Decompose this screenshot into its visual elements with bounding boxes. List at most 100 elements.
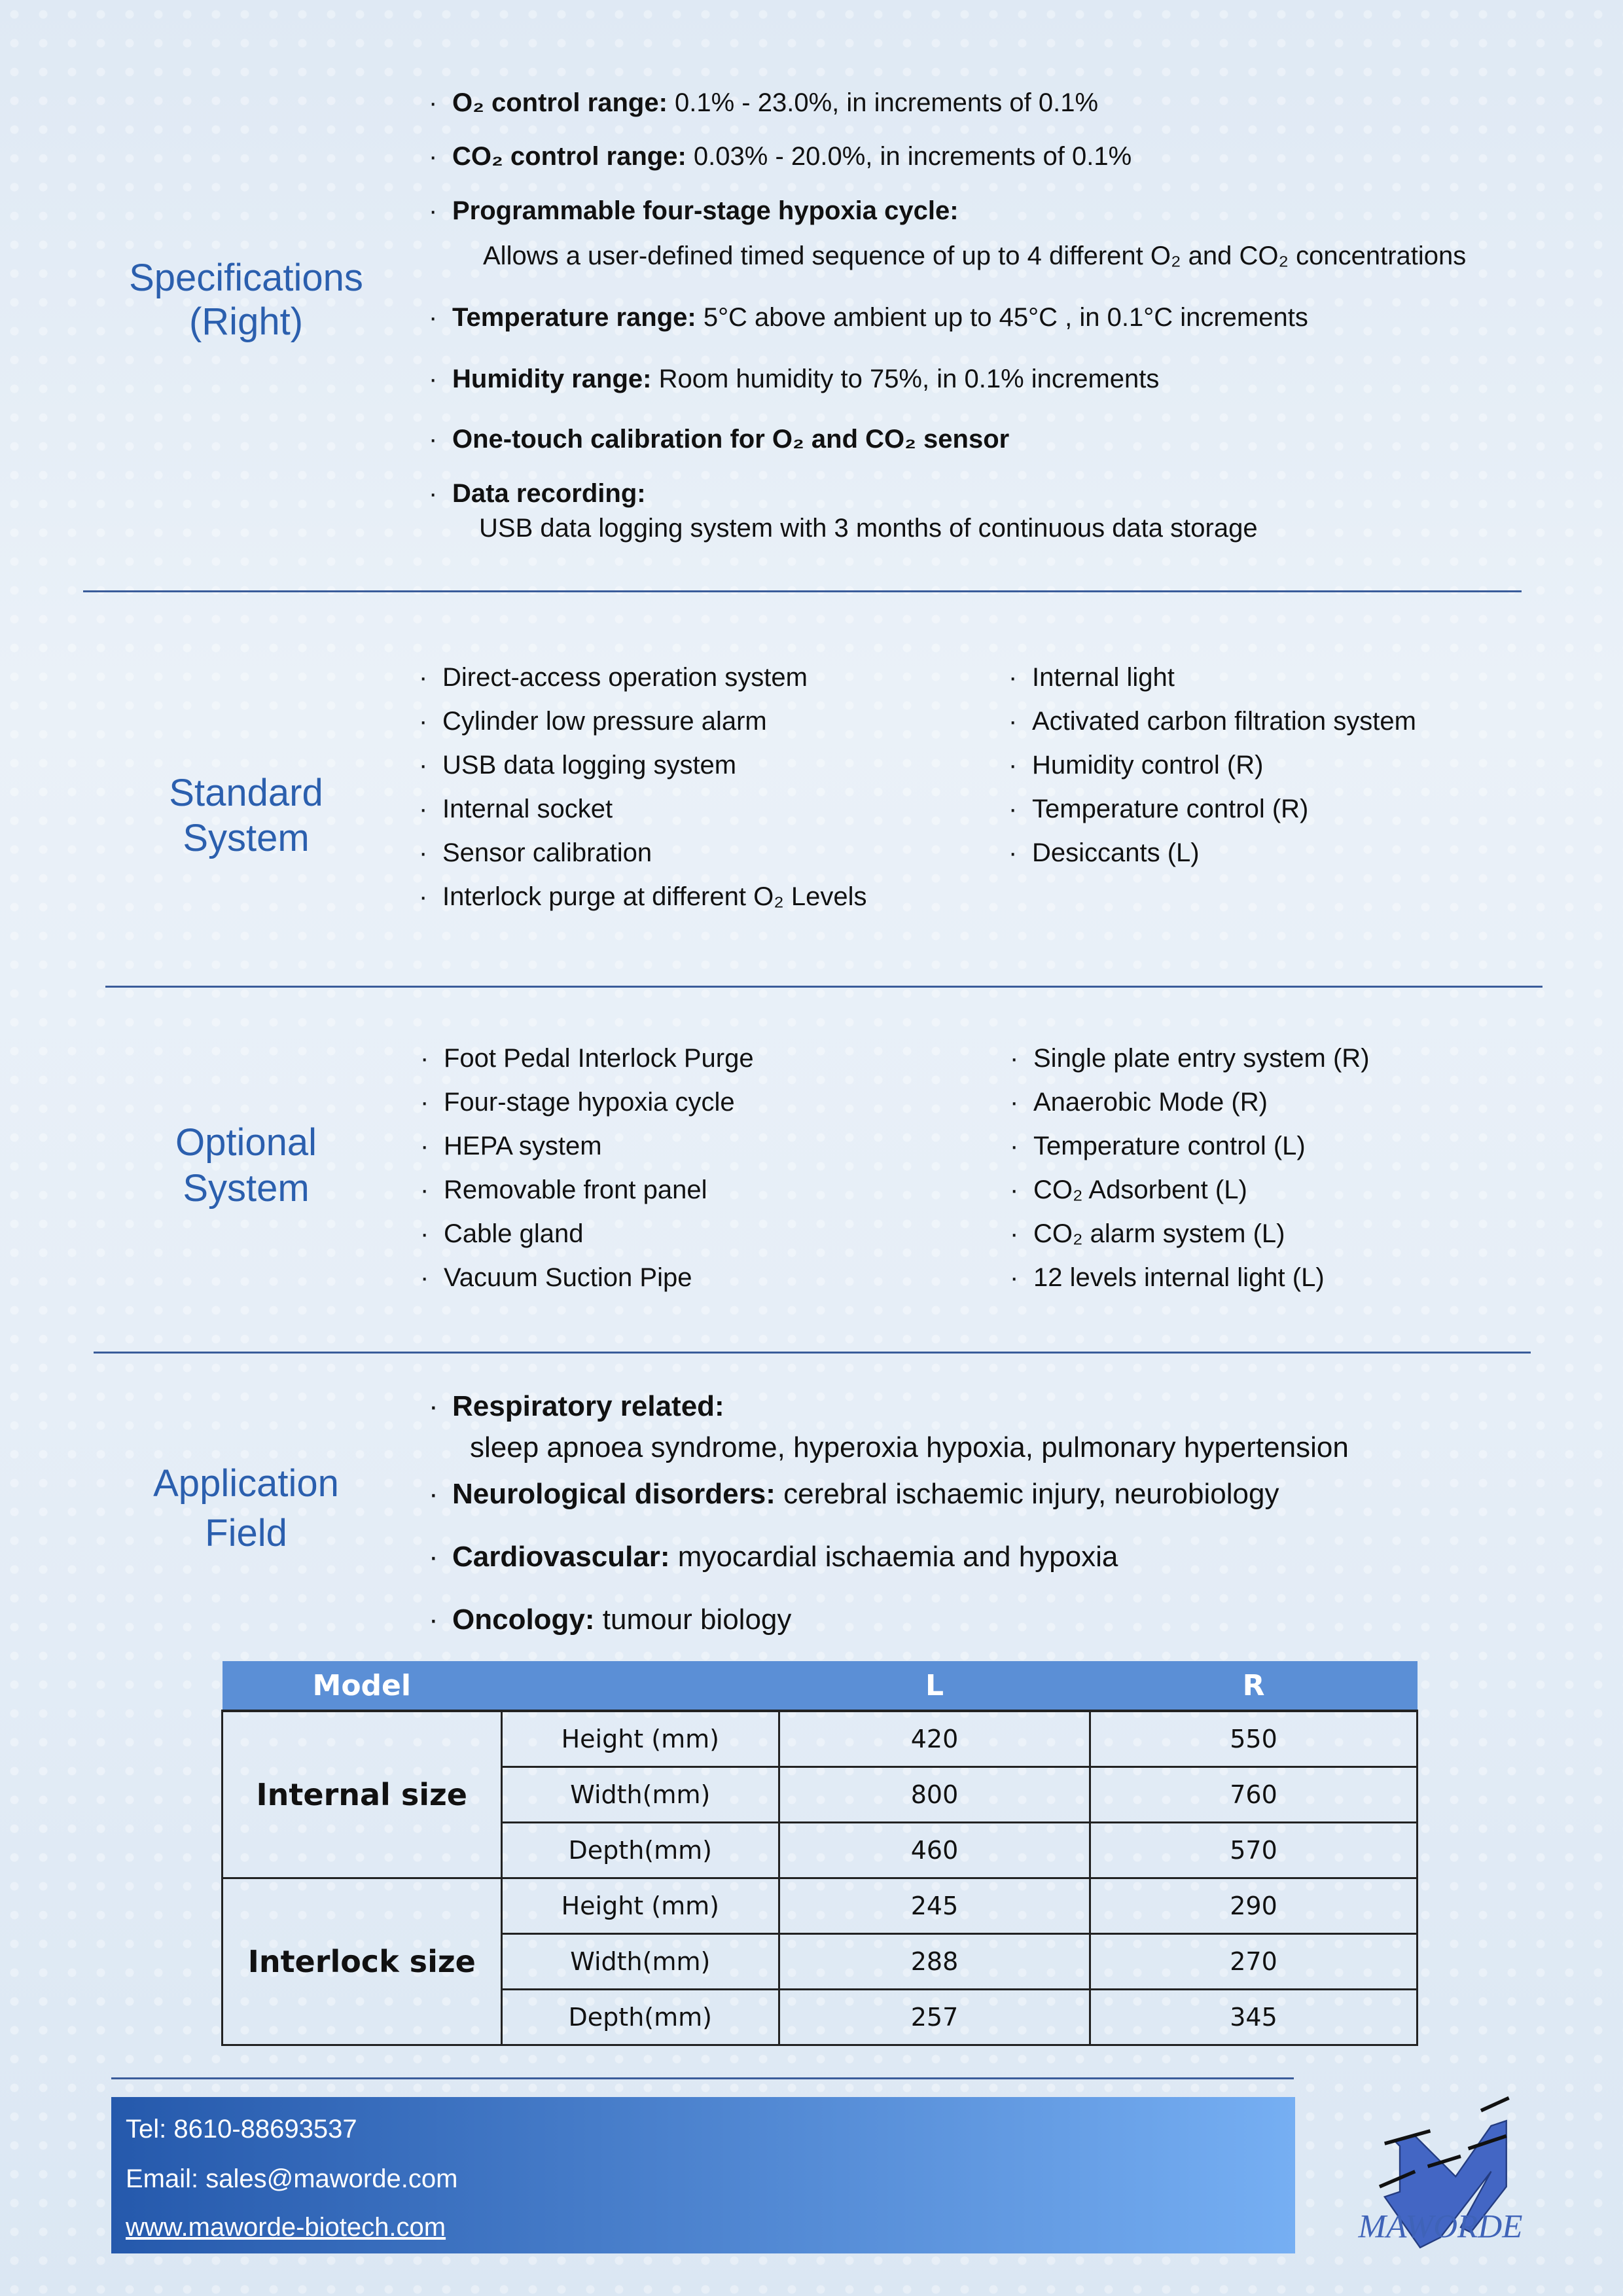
bullet-icon: · xyxy=(429,365,438,393)
bullet-icon: · xyxy=(420,1175,429,1204)
table-cell: Width(mm) xyxy=(500,1932,781,1990)
table-cell: 570 xyxy=(1089,1821,1418,1879)
bullet-icon: · xyxy=(1010,1263,1019,1292)
item-text: 5°C above ambient up to 45°C , in 0.1°C … xyxy=(696,303,1308,332)
bullet-icon: · xyxy=(420,1263,429,1292)
list-item: · Data recording: xyxy=(429,478,646,509)
table-cell: 257 xyxy=(778,1988,1092,2046)
bullet-icon: · xyxy=(1008,751,1018,780)
bullet-icon: · xyxy=(429,142,438,171)
list-item: · Humidity control (R) xyxy=(1008,749,1263,781)
logo-text: MAWORDE xyxy=(1358,2208,1523,2246)
list-item: · 12 levels internal light (L) xyxy=(1010,1262,1325,1293)
item-text: Internal socket xyxy=(442,795,613,823)
bullet-icon: · xyxy=(429,88,438,117)
item-label: Oncology: xyxy=(452,1604,595,1636)
bullet-icon: · xyxy=(429,479,438,508)
list-item: · Cable gland xyxy=(420,1218,584,1249)
section-label: Optional xyxy=(175,1121,317,1164)
bullet-icon: · xyxy=(419,882,428,911)
bullet-icon: · xyxy=(429,425,438,454)
list-item: · Cardiovascular: myocardial ischaemia an… xyxy=(429,1541,1118,1573)
list-item: · Internal light xyxy=(1008,662,1175,693)
table-cell: 760 xyxy=(1089,1765,1418,1823)
bullet-icon: · xyxy=(429,1604,438,1636)
list-item: · One-touch calibration for O₂ and CO₂ se… xyxy=(429,423,1009,455)
section-label: System xyxy=(183,817,310,859)
list-item: · Programmable four-stage hypoxia cycle: xyxy=(429,195,959,226)
group-label: Interlock size xyxy=(221,1876,503,2046)
column-header: L xyxy=(779,1661,1090,1712)
item-text: 0.1% - 23.0%, in increments of 0.1% xyxy=(667,88,1099,117)
bullet-icon: · xyxy=(1010,1044,1019,1073)
table-cell: 460 xyxy=(778,1821,1092,1879)
section-label: Specifications xyxy=(129,257,363,299)
table-cell: 420 xyxy=(778,1710,1092,1768)
list-item: · USB data logging system xyxy=(419,749,736,781)
model-size-table: Model L R Internal size Height (mm) 420 550 Wid… xyxy=(221,1661,1418,2046)
list-item: · Sensor calibration xyxy=(419,837,652,869)
item-label: One-touch calibration for O₂ and CO₂ sen… xyxy=(452,425,1010,454)
item-text: cerebral ischaemic injury, neurobiology xyxy=(775,1478,1279,1510)
bullet-icon: · xyxy=(419,663,428,692)
list-item: · Foot Pedal Interlock Purge xyxy=(420,1043,754,1074)
list-item: · CO₂ alarm system (L) xyxy=(1010,1218,1285,1249)
list-item: · CO₂ control range: 0.03% - 20.0%, in in… xyxy=(429,141,1132,172)
bullet-icon: · xyxy=(419,838,428,867)
table-cell: Height (mm) xyxy=(500,1710,781,1768)
bullet-icon: · xyxy=(429,1541,438,1573)
item-text: CO₂ alarm system (L) xyxy=(1033,1219,1285,1248)
column-header xyxy=(501,1661,779,1712)
table-row: Depth(mm) 257 345 xyxy=(223,1988,1418,2046)
list-item: · Desiccants (L) xyxy=(1008,837,1200,869)
item-text: tumour biology xyxy=(594,1604,792,1636)
item-text: Humidity control (R) xyxy=(1032,751,1264,780)
item-label: Cardiovascular: xyxy=(452,1541,670,1573)
item-detail: Allows a user-defined timed sequence of … xyxy=(483,242,1467,270)
bullet-icon: · xyxy=(1008,838,1018,867)
bullet-icon: · xyxy=(429,1390,438,1422)
bullet-icon: · xyxy=(1008,707,1018,736)
item-detail: sleep apnoea syndrome, hyperoxia hypoxia… xyxy=(470,1431,1349,1463)
table-header-row: Model L R xyxy=(222,1661,1418,1712)
list-item: · Vacuum Suction Pipe xyxy=(420,1262,692,1293)
item-text: Interlock purge at different O₂ Levels xyxy=(442,882,867,911)
item-text: Temperature control (R) xyxy=(1032,795,1309,823)
item-text: Single plate entry system (R) xyxy=(1033,1044,1370,1073)
table-cell: 288 xyxy=(778,1932,1092,1990)
column-header: R xyxy=(1090,1661,1418,1712)
list-item: · Removable front panel xyxy=(420,1174,707,1206)
divider xyxy=(83,590,1522,592)
table-cell: 245 xyxy=(778,1876,1092,1935)
item-text: Foot Pedal Interlock Purge xyxy=(444,1044,754,1073)
footer-website[interactable]: www.maworde-biotech.com xyxy=(126,2213,446,2242)
bullet-icon: · xyxy=(1008,795,1018,823)
footer-tel: Tel: 8610-88693537 xyxy=(126,2115,357,2144)
item-label: Temperature range: xyxy=(452,303,696,332)
item-text: 0.03% - 20.0%, in increments of 0.1% xyxy=(686,142,1132,171)
item-label: Programmable four-stage hypoxia cycle: xyxy=(452,196,959,225)
table-row: Depth(mm) 460 570 xyxy=(223,1821,1418,1879)
list-item: · Humidity range: Room humidity to 75%, i… xyxy=(429,363,1159,395)
list-item: · Interlock purge at different O₂ Levels xyxy=(419,881,866,912)
contact-footer: Tel: 8610-88693537 Email: sales@mawordе.c… xyxy=(111,2097,1295,2253)
list-item: · O₂ control range: 0.1% - 23.0%, in incr… xyxy=(429,87,1098,118)
bullet-icon: · xyxy=(419,707,428,736)
bullet-icon: · xyxy=(429,196,438,225)
item-text: Anaerobic Mode (R) xyxy=(1033,1088,1268,1117)
maworde-logo: MAWORDE xyxy=(1358,2096,1523,2249)
item-label: Humidity range: xyxy=(452,365,652,393)
list-item: · Anaerobic Mode (R) xyxy=(1010,1086,1268,1118)
list-item: · Cylinder low pressure alarm xyxy=(419,706,767,737)
table-cell: Depth(mm) xyxy=(500,1988,781,2046)
item-text: 12 levels internal light (L) xyxy=(1033,1263,1325,1292)
table-cell: 345 xyxy=(1089,1988,1418,2046)
table-cell: 550 xyxy=(1089,1710,1418,1768)
bullet-icon: · xyxy=(1010,1088,1019,1117)
item-text: Activated carbon filtration system xyxy=(1032,707,1416,736)
list-item: · Temperature control (R) xyxy=(1008,793,1308,825)
table-cell: 270 xyxy=(1089,1932,1418,1990)
list-item: · Four-stage hypoxia cycle xyxy=(420,1086,735,1118)
bullet-icon: · xyxy=(429,303,438,332)
list-item: · Single plate entry system (R) xyxy=(1010,1043,1370,1074)
